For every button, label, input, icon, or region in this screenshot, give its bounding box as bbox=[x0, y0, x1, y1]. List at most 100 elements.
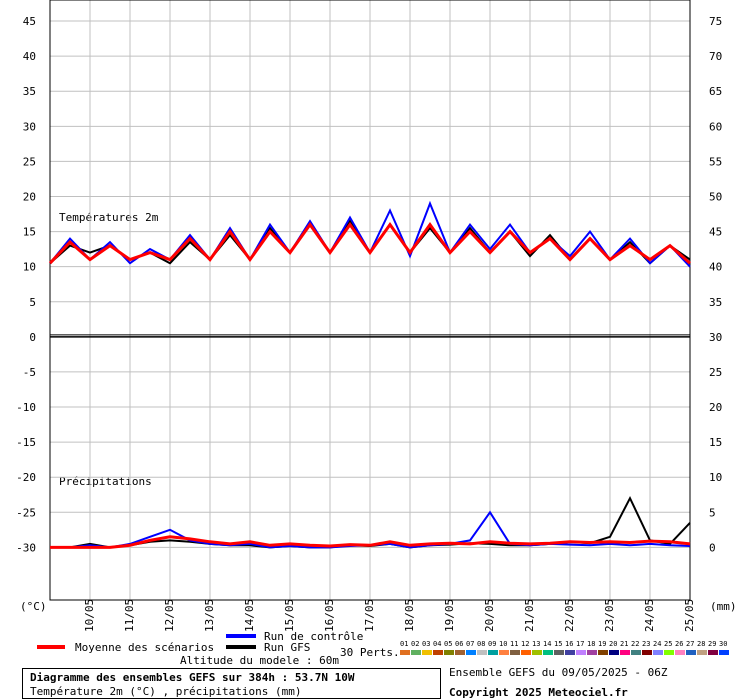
perturbation-label: 29 bbox=[708, 640, 716, 648]
perturbation-label: 01 bbox=[400, 640, 408, 648]
perturbation-label: 22 bbox=[631, 640, 639, 648]
x-tick-label: 15/05 bbox=[283, 599, 296, 632]
y-tick-label: 45 bbox=[23, 15, 36, 28]
x-tick-label: 13/05 bbox=[203, 599, 216, 632]
x-tick-label: 24/05 bbox=[643, 599, 656, 632]
y2-tick-label: 5 bbox=[709, 506, 716, 519]
y-tick-label: -15 bbox=[16, 436, 36, 449]
y-unit-right: (mm) bbox=[710, 600, 737, 613]
x-tick-label: 17/05 bbox=[363, 599, 376, 632]
y-tick-label: 20 bbox=[23, 190, 36, 203]
x-tick-label: 22/05 bbox=[563, 599, 576, 632]
perturbation-swatch bbox=[609, 650, 619, 655]
y-tick-label: 10 bbox=[23, 261, 36, 274]
perturbation-swatch bbox=[466, 650, 476, 655]
panel-label: Précipitations bbox=[59, 475, 152, 488]
x-tick-label: 23/05 bbox=[603, 599, 616, 632]
perturbation-swatch bbox=[686, 650, 696, 655]
altitude: Altitude du modele : 60m bbox=[180, 654, 339, 667]
perturbation-label: 06 bbox=[455, 640, 463, 648]
perturbation-label: 30 bbox=[719, 640, 727, 648]
perturbation-swatch bbox=[598, 650, 608, 655]
x-tick-label: 21/05 bbox=[523, 599, 536, 632]
perturbation-swatch bbox=[488, 650, 498, 655]
x-tick-label: 12/05 bbox=[163, 599, 176, 632]
perturbation-swatch bbox=[642, 650, 652, 655]
y2-tick-label: 30 bbox=[709, 331, 722, 344]
perturbation-label: 19 bbox=[598, 640, 606, 648]
y2-tick-label: 50 bbox=[709, 190, 722, 203]
perturbation-label: 02 bbox=[411, 640, 419, 648]
perturbation-label: 10 bbox=[499, 640, 507, 648]
perturbation-label: 18 bbox=[587, 640, 595, 648]
perturbation-label: 24 bbox=[653, 640, 661, 648]
perturbation-title: 30 Perts. bbox=[340, 646, 400, 659]
perturbation-swatch bbox=[510, 650, 520, 655]
perturbation-label: 04 bbox=[433, 640, 441, 648]
x-tick-label: 10/05 bbox=[83, 599, 96, 632]
perturbation-label: 23 bbox=[642, 640, 650, 648]
perturbation-label: 03 bbox=[422, 640, 430, 648]
perturbation-swatch bbox=[400, 650, 410, 655]
y2-tick-label: 65 bbox=[709, 85, 722, 98]
y-tick-label: -5 bbox=[23, 366, 36, 379]
y2-tick-label: 35 bbox=[709, 296, 722, 309]
y2-tick-label: 25 bbox=[709, 366, 722, 379]
perturbation-swatch bbox=[543, 650, 553, 655]
series-line bbox=[50, 535, 691, 549]
perturbation-swatch bbox=[433, 650, 443, 655]
perturbation-label: 17 bbox=[576, 640, 584, 648]
perturbation-label: 05 bbox=[444, 640, 452, 648]
y2-tick-label: 55 bbox=[709, 155, 722, 168]
y-tick-label: -20 bbox=[16, 471, 36, 484]
perturbation-swatch bbox=[708, 650, 718, 655]
y2-tick-label: 40 bbox=[709, 261, 722, 274]
y2-tick-label: 0 bbox=[709, 541, 716, 554]
y2-tick-label: 70 bbox=[709, 50, 722, 63]
y-tick-label: 0 bbox=[29, 331, 36, 344]
x-tick-label: 11/05 bbox=[123, 599, 136, 632]
legend-label: Run GFS bbox=[264, 641, 310, 654]
perturbation-swatch bbox=[620, 650, 630, 655]
perturbation-label: 14 bbox=[543, 640, 551, 648]
perturbation-label: 09 bbox=[488, 640, 496, 648]
y-tick-label: 35 bbox=[23, 85, 36, 98]
footer-box bbox=[22, 668, 441, 699]
perturbation-label: 28 bbox=[697, 640, 705, 648]
y-tick-label: -10 bbox=[16, 401, 36, 414]
perturbation-label: 21 bbox=[620, 640, 628, 648]
perturbation-swatch bbox=[587, 650, 597, 655]
y2-tick-label: 60 bbox=[709, 120, 722, 133]
x-tick-label: 14/05 bbox=[243, 599, 256, 632]
y-tick-label: 40 bbox=[23, 50, 36, 63]
perturbation-label: 13 bbox=[532, 640, 540, 648]
y-tick-label: 15 bbox=[23, 226, 36, 239]
footer-subtitle: Température 2m (°C) , précipitations (mm… bbox=[30, 685, 302, 698]
perturbation-label: 25 bbox=[664, 640, 672, 648]
perturbation-label: 11 bbox=[510, 640, 518, 648]
perturbation-swatch bbox=[653, 650, 663, 655]
y2-tick-label: 75 bbox=[709, 15, 722, 28]
perturbation-label: 26 bbox=[675, 640, 683, 648]
perturbation-swatch bbox=[675, 650, 685, 655]
series-line bbox=[48, 222, 691, 265]
y-tick-label: 30 bbox=[23, 120, 36, 133]
perturbation-swatch bbox=[499, 650, 509, 655]
y2-tick-label: 15 bbox=[709, 436, 722, 449]
x-tick-label: 25/05 bbox=[683, 599, 696, 632]
perturbation-swatch bbox=[532, 650, 542, 655]
perturbation-swatch bbox=[477, 650, 487, 655]
perturbation-swatch bbox=[664, 650, 674, 655]
run-info: Ensemble GEFS du 09/05/2025 - 06Z bbox=[449, 666, 668, 679]
perturbation-swatch bbox=[455, 650, 465, 655]
perturbation-label: 15 bbox=[554, 640, 562, 648]
x-tick-label: 19/05 bbox=[443, 599, 456, 632]
perturbation-label: 27 bbox=[686, 640, 694, 648]
footer-title: Diagramme des ensembles GEFS sur 384h : … bbox=[30, 671, 355, 684]
copyright: Copyright 2025 Meteociel.fr bbox=[449, 686, 628, 699]
perturbation-swatch bbox=[554, 650, 564, 655]
y-tick-label: -25 bbox=[16, 506, 36, 519]
y-tick-label: -30 bbox=[16, 541, 36, 554]
legend-label: Run de contrôle bbox=[264, 630, 363, 643]
